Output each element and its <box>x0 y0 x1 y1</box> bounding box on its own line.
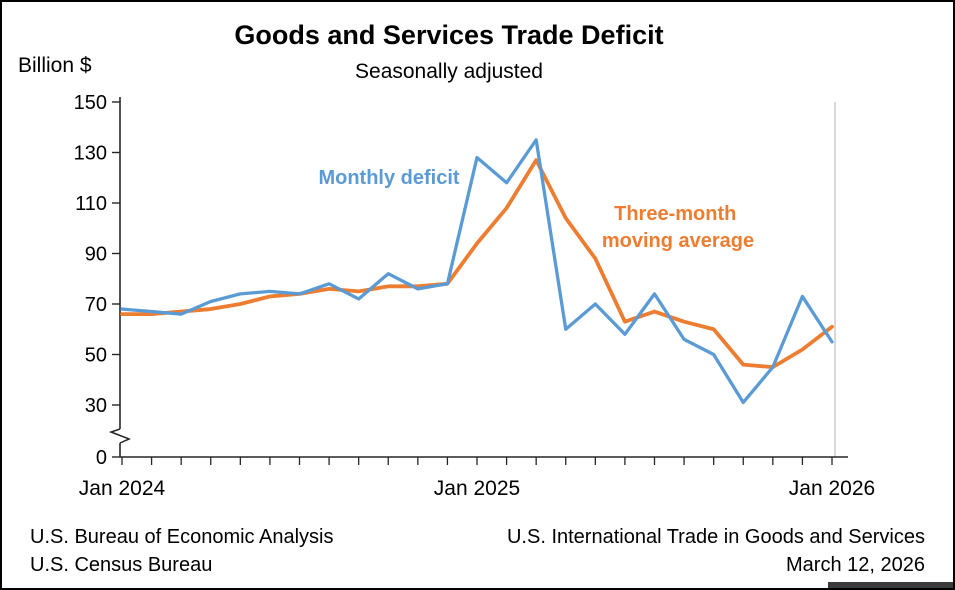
svg-text:130: 130 <box>74 143 107 165</box>
svg-text:Jan 2025: Jan 2025 <box>434 477 520 500</box>
release-date: March 12, 2026 <box>786 554 925 576</box>
source-line-bea: U.S. Bureau of Economic Analysis <box>30 526 334 548</box>
moving-average-label-line2: moving average <box>602 230 754 252</box>
series-lines <box>120 138 834 405</box>
svg-text:70: 70 <box>85 294 107 316</box>
release-info-right: U.S. International Trade in Goods and Se… <box>507 523 925 579</box>
svg-text:50: 50 <box>85 345 107 367</box>
moving-average-label-line1: Three-month <box>614 203 736 225</box>
window-edge-artifact <box>828 582 953 588</box>
release-title: U.S. International Trade in Goods and Se… <box>506 526 925 548</box>
svg-text:Jan 2024: Jan 2024 <box>79 477 166 500</box>
svg-text:Jan 2026: Jan 2026 <box>789 477 875 500</box>
series-labels: Monthly deficit Three-month moving avera… <box>318 167 754 252</box>
svg-text:0: 0 <box>96 447 107 469</box>
svg-text:110: 110 <box>75 193 107 215</box>
y-axis-unit-label: Billion $ <box>18 54 92 77</box>
source-line-census: U.S. Census Bureau <box>30 554 213 576</box>
svg-text:30: 30 <box>85 395 107 417</box>
chart-title: Goods and Services Trade Deficit <box>234 20 664 50</box>
moving-average-line <box>120 158 834 370</box>
chart-subtitle: Seasonally adjusted <box>355 60 543 83</box>
monthly-deficit-label: Monthly deficit <box>318 167 459 189</box>
svg-text:150: 150 <box>74 92 107 114</box>
source-attribution-left: U.S. Bureau of Economic Analysis U.S. Ce… <box>30 523 333 579</box>
moving-average-label: Three-month moving average <box>602 203 754 252</box>
monthly-deficit-line <box>120 138 834 405</box>
axes: 0 30 50 70 90 110 130 150 Jan 2024 Jan 2025 Jan 20… <box>74 92 876 500</box>
svg-text:90: 90 <box>85 244 107 266</box>
